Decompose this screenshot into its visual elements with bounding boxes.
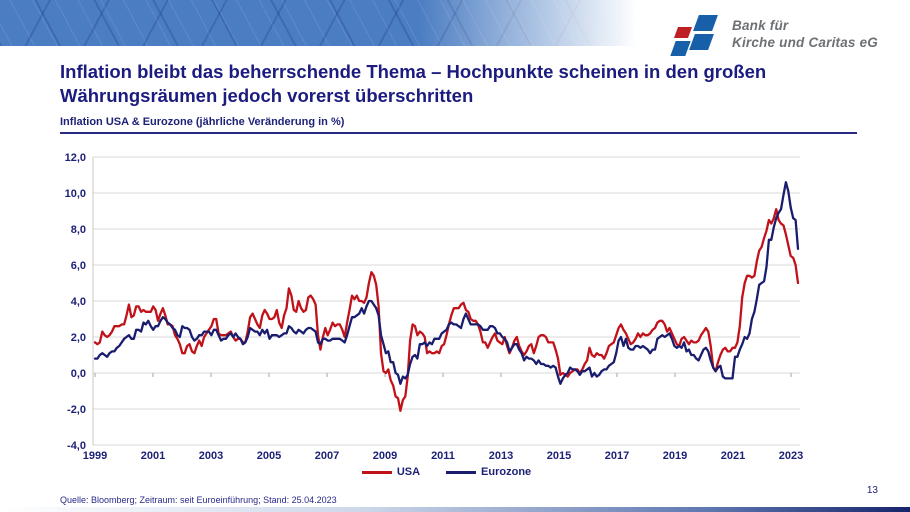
x-tick-label: 2023 (779, 450, 803, 462)
y-tick-label: 10,0 (65, 188, 86, 200)
page-number: 13 (866, 485, 878, 496)
x-tick-label: 2013 (489, 450, 513, 462)
y-tick-label: 12,0 (65, 152, 86, 164)
x-tick-label: 2017 (605, 450, 629, 462)
slide-title: Inflation bleibt das beherrschende Thema… (60, 61, 767, 107)
y-tick-label: 0,0 (71, 368, 86, 380)
y-tick-label: 6,0 (71, 260, 86, 272)
x-tick-label: 2005 (257, 450, 281, 462)
x-tick-label: 2015 (547, 450, 571, 462)
x-tick-label: 2003 (199, 450, 223, 462)
chart-legend: USA Eurozone (93, 466, 800, 478)
legend-label-eurozone: Eurozone (481, 466, 532, 478)
bank-name-line1: Bank für (732, 18, 789, 34)
bank-logo: Bank für Kirche und Caritas eG (670, 12, 878, 58)
x-tick-label: 2011 (431, 450, 455, 462)
x-tick-label: 2001 (141, 450, 165, 462)
bottom-gradient-bar (0, 507, 910, 512)
x-tick-label: 1999 (83, 450, 107, 462)
bank-logo-text: Bank für Kirche und Caritas eG (732, 18, 878, 52)
legend-item-eurozone: Eurozone (446, 466, 531, 478)
y-tick-label: 4,0 (71, 296, 86, 308)
x-tick-label: 2007 (315, 450, 339, 462)
y-tick-label: -2,0 (67, 404, 86, 416)
legend-item-usa: USA (361, 466, 421, 478)
series-line-eurozone (93, 181, 800, 385)
chart-title: Inflation USA & Eurozone (jährliche Verä… (60, 116, 857, 134)
header-banner (0, 0, 910, 46)
series-line-usa (93, 208, 800, 412)
eurozone-line-swatch (446, 470, 477, 474)
x-tick-label: 2009 (373, 450, 397, 462)
legend-label-usa: USA (396, 466, 421, 478)
bank-name-line2: Kirche und Caritas eG (732, 35, 878, 50)
y-tick-label: 2,0 (71, 332, 86, 344)
y-tick-label: 8,0 (71, 224, 86, 236)
x-tick-label: 2021 (721, 450, 745, 462)
y-tick-label: -4,0 (67, 440, 86, 452)
source-note: Quelle: Bloomberg; Zeitraum: seit Euroei… (60, 495, 337, 505)
usa-line-swatch (361, 470, 392, 474)
x-tick-label: 2019 (663, 450, 687, 462)
